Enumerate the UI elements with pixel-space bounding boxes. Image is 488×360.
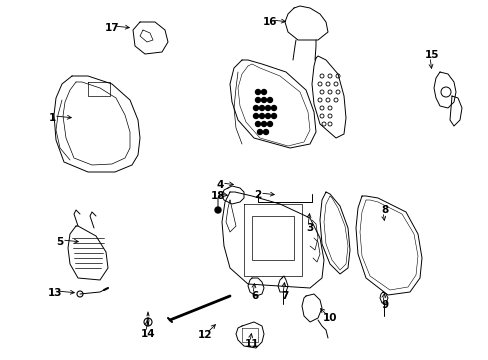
Bar	[251, 216, 293, 260]
Text: 12: 12	[197, 330, 212, 340]
Circle shape	[271, 105, 276, 111]
Circle shape	[261, 122, 266, 126]
Circle shape	[261, 98, 266, 103]
Circle shape	[263, 130, 268, 135]
Text: 1: 1	[48, 113, 56, 123]
Circle shape	[255, 122, 260, 126]
Text: 7: 7	[281, 291, 288, 301]
Text: 3: 3	[306, 223, 313, 233]
Text: 9: 9	[381, 300, 388, 310]
Text: 4: 4	[216, 180, 223, 190]
Circle shape	[259, 105, 264, 111]
Text: 5: 5	[56, 237, 63, 247]
Circle shape	[265, 113, 270, 118]
Circle shape	[271, 113, 276, 118]
Text: 6: 6	[251, 291, 258, 301]
Text: 16: 16	[262, 17, 277, 27]
Circle shape	[255, 98, 260, 103]
Text: 18: 18	[210, 191, 225, 201]
Circle shape	[255, 90, 260, 94]
Circle shape	[253, 105, 258, 111]
Circle shape	[257, 130, 262, 135]
Circle shape	[261, 90, 266, 94]
Text: 13: 13	[48, 288, 62, 298]
Circle shape	[215, 207, 221, 213]
Text: 17: 17	[104, 23, 119, 33]
Circle shape	[267, 122, 272, 126]
Text: 10: 10	[322, 313, 337, 323]
Circle shape	[265, 105, 270, 111]
Circle shape	[253, 113, 258, 118]
Text: 2: 2	[254, 190, 261, 200]
Text: 8: 8	[381, 205, 388, 215]
Text: 15: 15	[424, 50, 438, 60]
Circle shape	[259, 113, 264, 118]
Text: 11: 11	[244, 339, 259, 349]
Text: 14: 14	[141, 329, 155, 339]
Circle shape	[267, 98, 272, 103]
